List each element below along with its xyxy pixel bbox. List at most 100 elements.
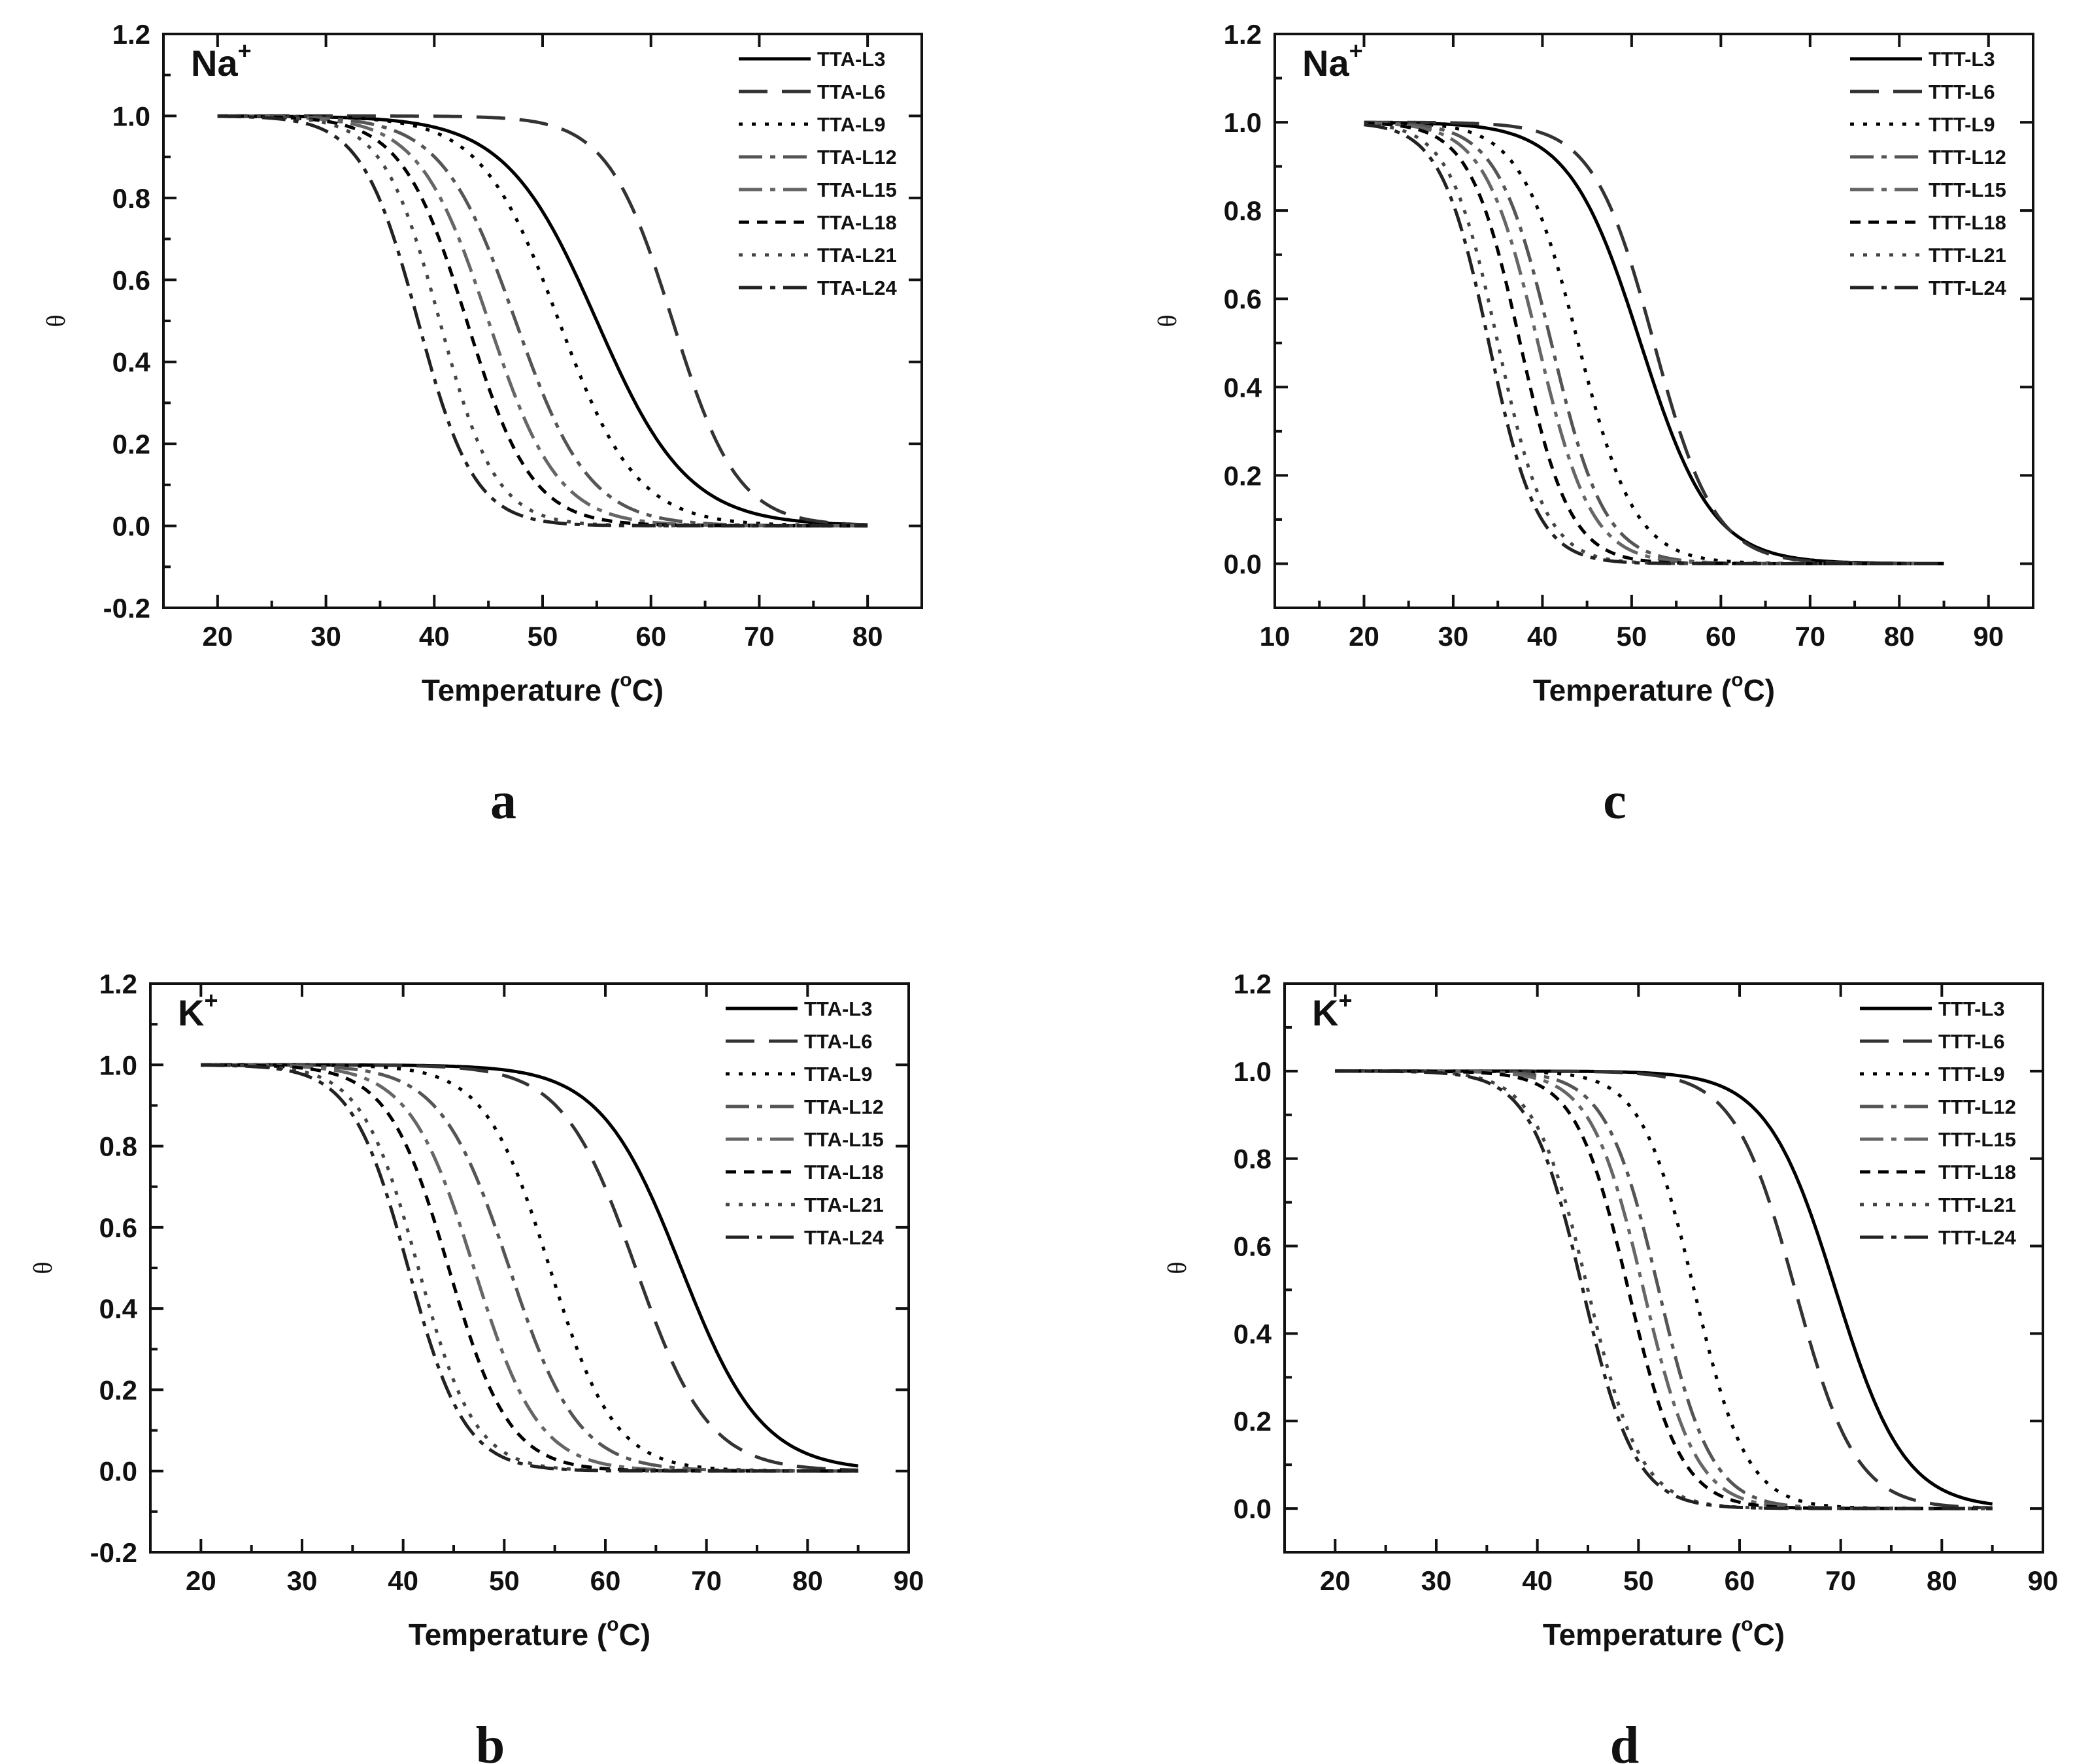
- panel-letter: b: [476, 1717, 505, 1764]
- x-axis-title-unit: C): [619, 1618, 651, 1652]
- x-tick-label: 60: [1706, 621, 1736, 652]
- x-tick-label: 40: [1527, 621, 1558, 652]
- legend-label-ttt-l3: TTT-L3: [1929, 48, 1995, 71]
- ion-annotation-charge: +: [1349, 37, 1363, 64]
- series-line-tta-l15: [217, 114, 868, 528]
- x-tick-label: 80: [1927, 1565, 1957, 1596]
- x-axis-title: Temperature (oC): [422, 669, 664, 707]
- legend-label-ttt-l6: TTT-L6: [1938, 1030, 2005, 1053]
- legend-label-tta-l6: TTA-L6: [804, 1030, 872, 1053]
- series-line-ttt-l18: [1335, 1069, 1993, 1510]
- y-tick-label: 0.8: [1234, 1144, 1272, 1174]
- y-tick-label: 1.0: [1224, 107, 1262, 138]
- y-tick-label: -0.2: [90, 1537, 137, 1568]
- ion-annotation: K+: [1312, 987, 1352, 1033]
- panel-letter: c: [1603, 773, 1626, 830]
- x-tick-label: 60: [590, 1565, 621, 1596]
- x-tick-label: 50: [489, 1565, 520, 1596]
- x-tick-label: 50: [1623, 1565, 1654, 1596]
- series-line-tta-l21: [217, 114, 868, 528]
- ion-annotation: Na+: [191, 37, 252, 84]
- y-tick-label: 1.0: [99, 1050, 137, 1080]
- y-tick-label: 0.2: [112, 429, 150, 459]
- x-axis-title: Temperature (oC): [1533, 669, 1775, 707]
- legend: TTA-L3 TTA-L6 TTA-L9 TTA-L12 TTA-L15 TTA-L18 T…: [739, 48, 897, 299]
- chart-panel-c: 10 20 30 40 50 60 70 80 90 0.0 0.2 0.4 0.6 0.8 1.0 1.2 T…: [1153, 19, 2034, 830]
- x-tick-label: 20: [186, 1565, 216, 1596]
- series-group: [201, 1063, 859, 1473]
- series-line-tta-l18: [217, 114, 868, 528]
- y-tick-label: 0.0: [112, 511, 150, 542]
- legend-label-tta-l9: TTA-L9: [804, 1063, 872, 1086]
- legend-label-ttt-l9: TTT-L9: [1938, 1063, 2005, 1086]
- y-tick-label: 0.2: [1234, 1406, 1272, 1437]
- x-axis-title-unit: C): [1753, 1618, 1785, 1652]
- x-tick-label: 70: [744, 621, 775, 652]
- y-tick-label: 0.6: [112, 265, 150, 295]
- x-axis-title-unit: C): [1744, 673, 1776, 707]
- ion-annotation-symbol: Na: [1302, 42, 1349, 84]
- series-line-ttt-l15: [1335, 1069, 1993, 1510]
- ion-annotation-symbol: K: [1312, 992, 1338, 1033]
- y-tick-label: 1.2: [99, 969, 137, 999]
- x-axis-title-text: Temperature (: [409, 1618, 607, 1652]
- legend-label-tta-l15: TTA-L15: [817, 178, 897, 201]
- y-tick-label: 1.2: [112, 19, 150, 50]
- legend-label-ttt-l12: TTT-L12: [1938, 1095, 2016, 1118]
- legend-label-ttt-l21: TTT-L21: [1938, 1193, 2016, 1216]
- plot-frame: [1283, 982, 2044, 1554]
- x-tick-label: 10: [1260, 621, 1290, 652]
- x-tick-label: 30: [311, 621, 341, 652]
- x-axis-title: Temperature (oC): [409, 1614, 650, 1652]
- x-axis-title-text: Temperature (: [422, 673, 620, 707]
- y-tick-label: 0.8: [99, 1131, 137, 1162]
- y-tick-label: 0.6: [99, 1212, 137, 1243]
- ion-annotation-charge: +: [1338, 987, 1352, 1014]
- series-group: [1335, 1069, 1993, 1510]
- y-tick-label: 0.4: [112, 347, 151, 378]
- y-axis-title: θ: [28, 1261, 58, 1274]
- legend-label-ttt-l3: TTT-L3: [1938, 997, 2005, 1020]
- x-tick-label: 90: [1973, 621, 2004, 652]
- legend-label-ttt-l21: TTT-L21: [1929, 244, 2006, 267]
- legend: TTA-L3 TTA-L6 TTA-L9 TTA-L12 TTA-L15 TTA-L18 T…: [726, 997, 884, 1249]
- legend-label-tta-l21: TTA-L21: [817, 244, 897, 267]
- x-axis-title: Temperature (oC): [1543, 1614, 1785, 1652]
- y-tick-label: 0.8: [112, 183, 150, 214]
- y-tick-label: 1.2: [1234, 969, 1272, 999]
- series-line-tta-l24: [217, 114, 868, 528]
- series-line-tta-l21: [201, 1063, 858, 1473]
- y-axis-title: θ: [1153, 314, 1182, 327]
- x-tick-label: 50: [1617, 621, 1647, 652]
- plot-frame: [1273, 33, 2034, 609]
- y-tick-label: 0.4: [99, 1293, 138, 1324]
- x-tick-label: 30: [1421, 1565, 1452, 1596]
- x-tick-label: 90: [894, 1565, 924, 1596]
- y-tick-label: 0.2: [99, 1374, 137, 1405]
- legend-label-tta-l12: TTA-L12: [804, 1095, 884, 1118]
- legend-label-tta-l18: TTA-L18: [817, 211, 897, 234]
- legend: TTT-L3 TTT-L6 TTT-L9 TTT-L12 TTT-L15 TTT-L18 T…: [1850, 48, 2007, 299]
- y-tick-label: 0.4: [1224, 372, 1262, 403]
- panel-letter: a: [490, 773, 516, 830]
- x-axis-title-degree: o: [607, 1614, 618, 1635]
- x-tick-label: 40: [388, 1565, 418, 1596]
- ion-annotation-charge: +: [204, 987, 218, 1014]
- x-tick-label: 40: [1522, 1565, 1553, 1596]
- series-group: [1364, 120, 1944, 565]
- x-tick-label: 70: [691, 1565, 722, 1596]
- x-axis-title-degree: o: [620, 669, 632, 691]
- series-line-tta-l24: [201, 1063, 858, 1473]
- series-line-tta-l18: [201, 1063, 858, 1473]
- y-tick-label: 0.4: [1234, 1318, 1272, 1349]
- panel-letter: d: [1610, 1717, 1640, 1764]
- legend-label-tta-l18: TTA-L18: [804, 1161, 884, 1184]
- x-axis-title-text: Temperature (: [1543, 1618, 1742, 1652]
- x-axis-title-degree: o: [1731, 669, 1743, 691]
- chart-panel-a: 20 30 40 50 60 70 80 -0.2 0.0 0.2 0.4 0.6 0.8 1.0 1.2 T…: [41, 19, 923, 830]
- y-tick-label: 1.2: [1224, 19, 1262, 50]
- x-tick-label: 20: [1320, 1565, 1351, 1596]
- series-line-ttt-l24: [1335, 1069, 1993, 1510]
- y-tick-label: -0.2: [103, 593, 150, 624]
